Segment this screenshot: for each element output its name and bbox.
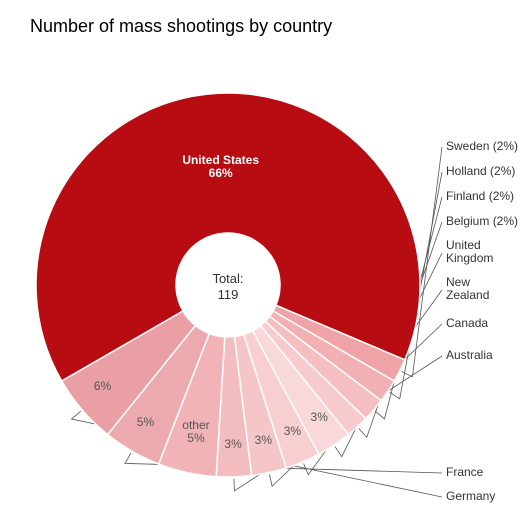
leader-label-germany: Germany [446,489,495,503]
leader-label-united-kingdom: UnitedKingdom [446,239,493,265]
center-total-label: Total: 119 [188,271,268,302]
leader-label-sweden: Sweden (2%) [446,139,518,153]
leader-label-new-zealand: NewZealand [446,276,489,302]
leader-label-belgium: Belgium (2%) [446,214,518,228]
leader-label-finland: Finland (2%) [446,189,514,203]
center-total-text: Total: [188,271,268,287]
chart-title: Number of mass shootings by country [30,16,332,37]
leader-label-australia: Australia [446,348,493,362]
center-total-value: 119 [188,287,268,303]
leader-label-holland: Holland (2%) [446,164,515,178]
leader-label-canada: Canada [446,316,488,330]
leader-label-france: France [446,465,483,479]
